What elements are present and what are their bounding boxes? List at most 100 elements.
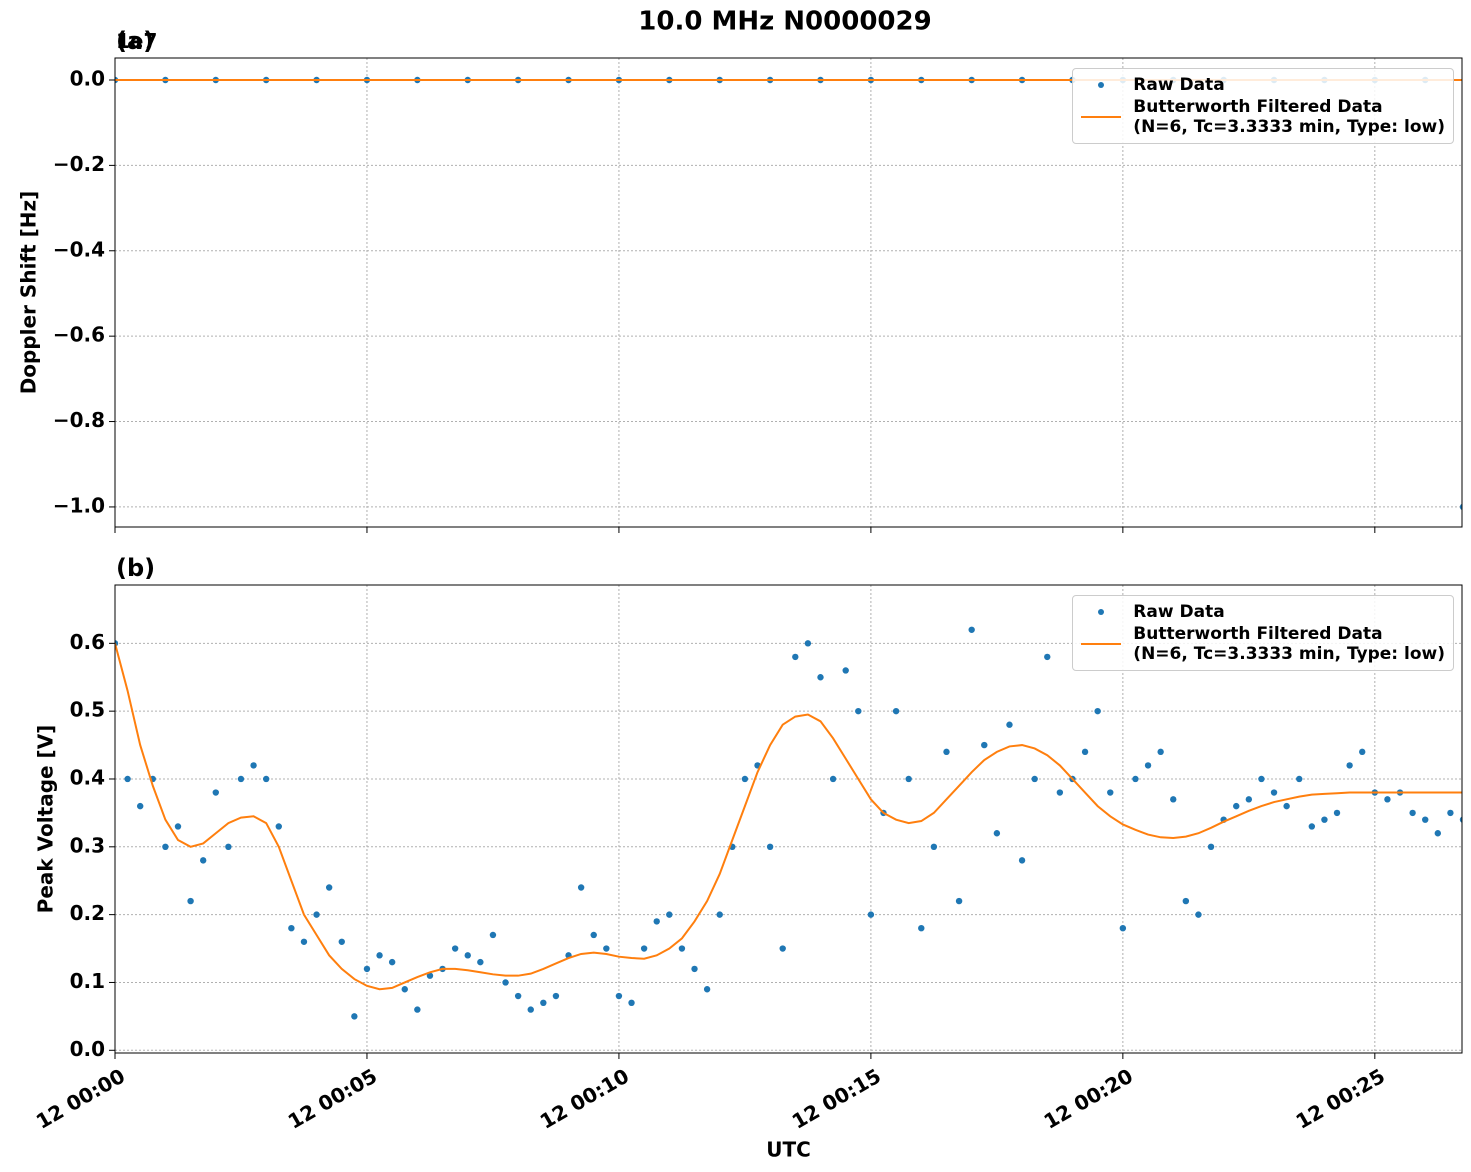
raw-point	[313, 911, 320, 918]
raw-point	[577, 884, 585, 891]
raw-point	[1459, 503, 1462, 510]
raw-point	[1447, 809, 1454, 817]
y-tick-label: −0.4	[53, 237, 105, 261]
raw-point	[1144, 762, 1152, 769]
legend-entry: Raw Data	[1081, 75, 1445, 95]
raw-point	[666, 911, 673, 918]
raw-point	[401, 986, 408, 993]
raw-point	[174, 823, 182, 830]
y-axis-label: Doppler Shift [Hz]	[17, 191, 41, 395]
raw-point	[527, 1006, 534, 1013]
raw-point	[653, 918, 660, 925]
raw-point	[603, 945, 610, 952]
legend: Raw Data Butterworth Filtered Data (N=6, …	[1072, 595, 1454, 671]
raw-point	[955, 897, 963, 905]
raw-point	[741, 775, 749, 783]
x-tick-label: 12 00:15	[788, 1064, 885, 1134]
raw-point	[1195, 911, 1202, 918]
raw-point	[1094, 707, 1101, 715]
axes-frame	[114, 584, 1463, 1054]
raw-point	[1359, 748, 1366, 756]
raw-point	[136, 802, 144, 810]
raw-point	[1283, 802, 1290, 810]
panel-label: (a)	[116, 27, 154, 55]
raw-point	[678, 945, 686, 952]
legend-marker	[1081, 116, 1122, 118]
y-tick-label: −0.2	[53, 152, 105, 176]
y-tick-label: 0.5	[70, 698, 105, 722]
y-tick-label: 0.4	[70, 765, 105, 789]
raw-point	[829, 775, 837, 783]
raw-point	[388, 958, 396, 966]
x-axis-label: UTC	[766, 1138, 811, 1162]
raw-point	[426, 972, 434, 979]
raw-point	[1258, 775, 1265, 783]
raw-point	[199, 857, 207, 864]
y-tick-label: 0.6	[70, 630, 105, 654]
raw-point	[1006, 721, 1013, 728]
legend-label: Raw Data	[1133, 75, 1225, 95]
y-tick-label: −0.8	[53, 408, 105, 432]
raw-point	[1107, 789, 1114, 796]
raw-point	[237, 775, 245, 783]
raw-point	[981, 741, 988, 749]
raw-point	[615, 992, 623, 1000]
figure-title: 10.0 MHz N0000029	[638, 7, 931, 37]
raw-point	[779, 945, 786, 952]
y-tick-label: 0.0	[70, 66, 105, 90]
raw-point	[1081, 748, 1089, 756]
y-tick-label: 0.0	[70, 1037, 105, 1061]
raw-point	[262, 775, 270, 783]
raw-point	[943, 748, 950, 756]
raw-point	[376, 952, 383, 959]
legend-marker	[1098, 609, 1105, 615]
raw-point	[414, 1006, 421, 1013]
y-tick-label: −1.0	[53, 493, 105, 517]
raw-point	[451, 945, 459, 952]
raw-point	[1434, 830, 1442, 837]
panel-label: (b)	[116, 554, 155, 582]
raw-point	[1207, 843, 1215, 851]
raw-point	[1270, 789, 1278, 796]
x-tick-label: 12 00:00	[32, 1064, 129, 1134]
raw-point	[1245, 796, 1253, 803]
raw-point	[918, 925, 925, 932]
raw-point	[275, 823, 282, 830]
raw-point	[1422, 816, 1429, 823]
raw-point	[325, 884, 333, 891]
raw-point	[842, 667, 849, 674]
raw-point	[968, 626, 975, 633]
raw-point	[338, 938, 345, 945]
y-tick-label: 0.2	[70, 901, 105, 925]
raw-point	[716, 911, 723, 918]
raw-point	[1119, 925, 1127, 932]
legend-marker	[1098, 82, 1105, 88]
raw-point	[1018, 857, 1026, 864]
raw-point	[993, 830, 1001, 837]
raw-point	[867, 911, 875, 918]
raw-point	[817, 674, 824, 681]
raw-point	[124, 775, 131, 783]
raw-point	[225, 843, 232, 851]
legend: Raw Data Butterworth Filtered Data (N=6, …	[1072, 68, 1454, 144]
raw-point	[1233, 802, 1240, 810]
raw-point	[514, 992, 522, 1000]
raw-point	[1044, 653, 1051, 661]
legend-symbol	[1081, 97, 1122, 118]
legend-marker	[1081, 643, 1122, 645]
raw-point	[300, 938, 308, 945]
raw-point	[1308, 823, 1316, 830]
raw-point	[212, 789, 219, 796]
raw-point	[1182, 897, 1190, 905]
y-axis-label: Peak Voltage [V]	[34, 725, 58, 914]
legend-label: Raw Data	[1133, 602, 1225, 622]
y-tick-label: 0.1	[70, 969, 105, 993]
raw-point	[792, 653, 799, 661]
raw-point	[187, 897, 194, 905]
legend-entry: Raw Data	[1081, 602, 1445, 622]
raw-point	[628, 999, 635, 1007]
raw-point	[855, 707, 862, 715]
raw-point	[691, 965, 698, 973]
